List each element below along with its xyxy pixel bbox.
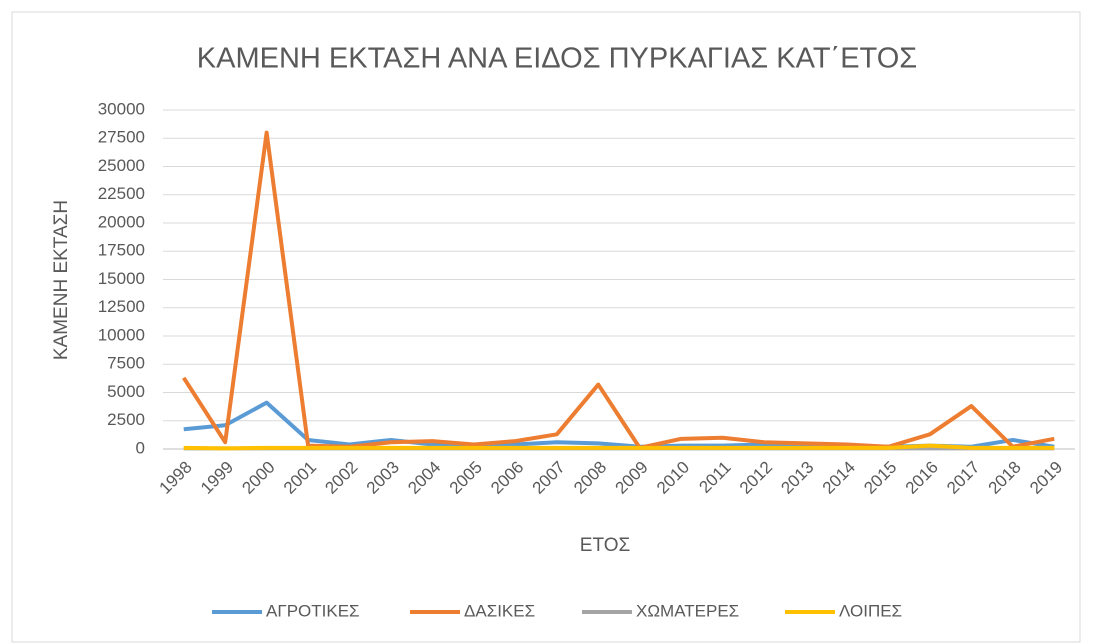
legend-label: ΧΩΜΑΤΕΡΕΣ <box>636 601 739 620</box>
y-tick-label: 27500 <box>98 128 145 147</box>
y-tick-label: 20000 <box>98 212 145 231</box>
legend-label: ΔΑΣΙΚΕΣ <box>464 601 535 620</box>
y-tick-label: 7500 <box>107 354 145 373</box>
legend-label: ΛΟΙΠΕΣ <box>839 601 902 620</box>
chart-title: ΚΑΜΕΝΗ ΕΚΤΑΣΗ ΑΝΑ ΕΙΔΟΣ ΠΥΡΚΑΓΙΑΣ ΚΑΤ΄ΕΤ… <box>197 43 917 75</box>
y-tick-label: 25000 <box>98 156 145 175</box>
y-tick-label: 10000 <box>98 325 145 344</box>
y-tick-label: 17500 <box>98 241 145 260</box>
y-tick-label: 30000 <box>98 99 145 118</box>
y-tick-label: 0 <box>136 438 145 457</box>
x-axis-label: ΕΤΟΣ <box>580 535 630 556</box>
chart-frame <box>11 11 1081 643</box>
y-axis-label: ΚΑΜΕΝΗ ΕΚΤΑΣΗ <box>51 200 72 360</box>
y-tick-label: 2500 <box>107 410 145 429</box>
y-tick-label: 5000 <box>107 382 145 401</box>
y-tick-label: 22500 <box>98 184 145 203</box>
y-tick-label: 15000 <box>98 269 145 288</box>
legend-label: ΑΓΡΟΤΙΚΕΣ <box>266 601 360 620</box>
series-line <box>183 443 1055 451</box>
y-tick-label: 12500 <box>98 297 145 316</box>
